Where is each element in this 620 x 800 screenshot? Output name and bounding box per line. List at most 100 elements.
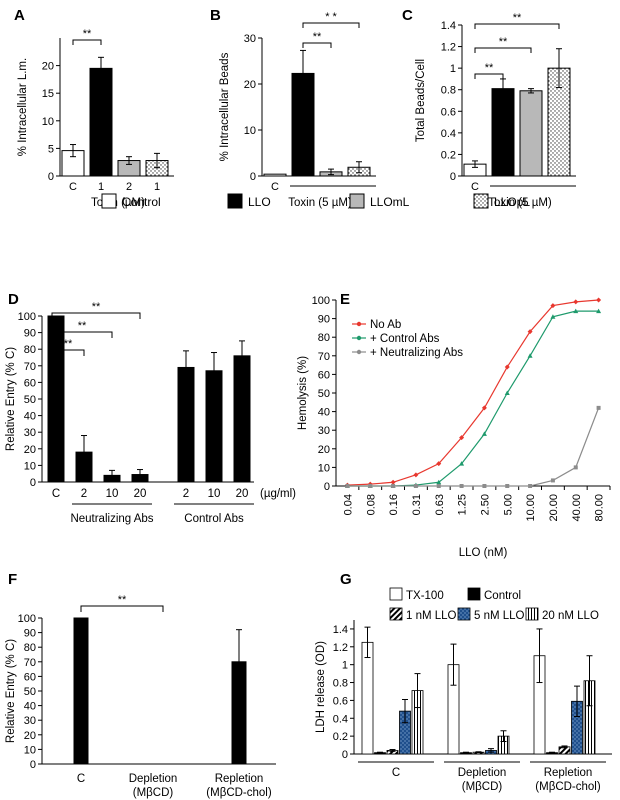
legend-swatch xyxy=(101,193,117,209)
significance-bracket xyxy=(72,39,102,45)
legend-swatch xyxy=(473,193,489,209)
y-tick-label: 60 xyxy=(318,369,330,381)
y-tick-label: 100 xyxy=(18,311,36,323)
series-point-0 xyxy=(573,299,579,305)
panel-label-g: G xyxy=(340,571,352,588)
legend-label: LLOmL xyxy=(370,195,410,209)
y-tick-label: 0.2 xyxy=(441,149,456,161)
series-point-2 xyxy=(550,478,555,483)
legend-label: 5 nM LLO xyxy=(474,610,525,622)
x-tick-label: 0.63 xyxy=(434,494,446,515)
significance-bracket xyxy=(474,73,504,79)
y-tick-label: 0 xyxy=(250,171,256,183)
y-tick-label: 40 xyxy=(318,407,330,419)
y-tick-label: 90 xyxy=(318,314,330,326)
x-axis-label: LLO (nM) xyxy=(459,547,508,559)
y-axis-label: Relative Entry (% C) xyxy=(5,639,17,743)
y-tick-label: 80 xyxy=(24,344,36,356)
y-tick-label: 100 xyxy=(312,295,330,307)
series-point-2 xyxy=(573,465,578,470)
x-tick-label: 20 xyxy=(134,488,147,500)
y-tick-label: 40 xyxy=(24,701,36,713)
bar-d-4 xyxy=(177,366,195,483)
series-point-0 xyxy=(596,297,602,303)
series-point-0 xyxy=(504,364,510,370)
panel-label-d: D xyxy=(8,291,19,308)
significance-label: ** xyxy=(499,36,508,48)
legend-label: Control xyxy=(484,590,521,602)
bar-d-6 xyxy=(233,355,251,483)
series-line-0 xyxy=(347,299,599,486)
x-tick-label: C xyxy=(271,181,279,193)
panel-label-f: F xyxy=(8,571,17,588)
y-tick-label: 1.2 xyxy=(441,42,456,54)
x-tick-label: C xyxy=(392,767,400,779)
x-tick-label: 0.08 xyxy=(365,494,377,515)
significance-label: ** xyxy=(92,301,101,313)
y-tick-label: 80 xyxy=(24,642,36,654)
legend-label: TX-100 xyxy=(406,590,444,602)
series-point-2 xyxy=(482,484,487,488)
x-axis-label: Toxin (5 µM) xyxy=(288,197,352,209)
series-point-0 xyxy=(527,329,533,335)
x-tick-label: 80.00 xyxy=(594,494,606,522)
legend-marker xyxy=(356,349,362,355)
legend-swatch xyxy=(389,587,403,601)
y-tick-label: 20 xyxy=(24,730,36,742)
legend-label: + Neutralizing Abs xyxy=(370,347,463,359)
legend-label: Control xyxy=(122,195,161,209)
y-tick-label: 0 xyxy=(30,477,36,489)
series-point-2 xyxy=(368,484,373,488)
x-tick-label: 10.00 xyxy=(525,494,537,522)
y-axis-label: LDH release (OD) xyxy=(315,641,327,733)
series-point-2 xyxy=(505,484,510,488)
series-point-2 xyxy=(528,484,533,488)
y-tick-label: 50 xyxy=(24,394,36,406)
y-tick-label: 0 xyxy=(324,481,330,493)
y-tick-label: 0 xyxy=(30,759,36,771)
y-tick-label: 0 xyxy=(48,171,54,183)
x-tick-label: 0.31 xyxy=(411,494,423,515)
y-tick-label: 20 xyxy=(244,79,256,91)
y-tick-label: 1.4 xyxy=(441,20,456,32)
series-point-2 xyxy=(459,484,464,488)
bar-a-1 xyxy=(89,67,113,177)
x-tick-label: 1.25 xyxy=(457,494,469,515)
significance-label: ** xyxy=(513,12,522,24)
series-point-0 xyxy=(390,479,396,485)
y-tick-label: 50 xyxy=(318,388,330,400)
x-tick-label: 20.00 xyxy=(548,494,560,522)
chart-panel-d: 0 10 20 30 40 50 60 70 80 90 100 C 2 10 20 2 10 20 (µg/ml)… xyxy=(5,301,296,525)
legend-label: + Control Abs xyxy=(370,333,440,345)
y-tick-label: 1 xyxy=(342,660,348,672)
significance-bracket xyxy=(302,42,332,48)
significance-bracket xyxy=(80,605,164,612)
legend-marker xyxy=(356,321,362,327)
x-tick-label: 5.00 xyxy=(502,494,514,515)
x-axis-label: Toxin (5 µM) xyxy=(488,197,552,209)
x-tick-label: 2 xyxy=(81,488,87,500)
chart-panel-c: 0 0.2 0.4 0.6 0.8 1 1.2 1.4 C Total Beads/Cell Tox… xyxy=(415,12,576,209)
y-tick-label: 70 xyxy=(24,657,36,669)
y-tick-label: 15 xyxy=(42,88,54,100)
legend-label: No Ab xyxy=(370,319,401,331)
series-point-2 xyxy=(436,484,441,488)
x-tick-label: 10 xyxy=(208,488,221,500)
series-point-2 xyxy=(596,405,601,410)
significance-label: ** xyxy=(118,594,127,606)
y-tick-label: 0 xyxy=(342,749,348,761)
x-tick-label: 40.00 xyxy=(571,494,583,522)
x-tick-label: Repletion xyxy=(215,773,264,785)
y-tick-label: 1.4 xyxy=(333,624,348,636)
y-tick-label: 0.8 xyxy=(333,678,348,690)
series-point-0 xyxy=(413,472,419,478)
panel-label-a: A xyxy=(14,7,25,24)
significance-bracket xyxy=(51,331,113,338)
y-tick-label: 30 xyxy=(244,33,256,45)
series-point-1 xyxy=(596,308,602,314)
y-tick-label: 90 xyxy=(24,328,36,340)
legend-label: LLOpL xyxy=(494,195,530,209)
y-tick-label: 100 xyxy=(18,613,36,625)
chart-panel-b: 0 10 20 30 C % Intracellular Beads Toxin (5 µM… xyxy=(219,11,376,209)
